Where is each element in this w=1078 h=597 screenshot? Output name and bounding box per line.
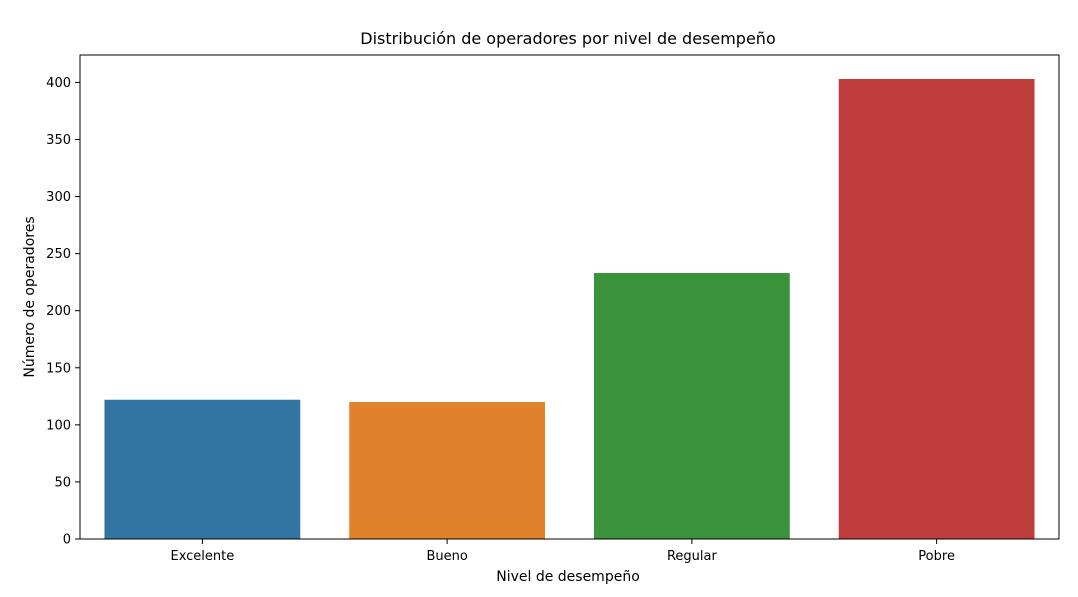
plot-frame: [79, 54, 1060, 540]
y-tick-label: 250: [46, 247, 71, 262]
bar-bueno: [349, 402, 546, 539]
y-axis-label: Número de operadores: [22, 216, 38, 377]
y-tick-label: 0: [63, 533, 71, 548]
y-axis-ticks: 0 50 100 150 200 250 300 350 400: [46, 76, 80, 548]
y-tick-label: 300: [46, 190, 71, 205]
x-axis-label: Nivel de desempeño: [496, 569, 640, 585]
bar-pobre: [838, 78, 1035, 540]
x-axis-ticks: Excelente Bueno Regular Pobre: [170, 539, 955, 564]
bar-excelente: [104, 399, 301, 539]
y-tick-label: 100: [46, 418, 71, 433]
y-tick-label: 200: [46, 304, 71, 319]
bars-group: [104, 78, 1035, 540]
y-tick-label: 150: [46, 361, 71, 376]
x-tick-label: Excelente: [170, 549, 234, 564]
y-tick-label: 50: [54, 475, 71, 490]
x-tick-label: Bueno: [426, 549, 467, 564]
x-tick-label: Regular: [667, 549, 718, 564]
y-tick-label: 400: [46, 76, 71, 91]
x-tick-label: Pobre: [918, 549, 955, 564]
bar-regular: [593, 273, 790, 539]
chart-title: Distribución de operadores por nivel de …: [360, 29, 775, 48]
y-tick-label: 350: [46, 133, 71, 148]
